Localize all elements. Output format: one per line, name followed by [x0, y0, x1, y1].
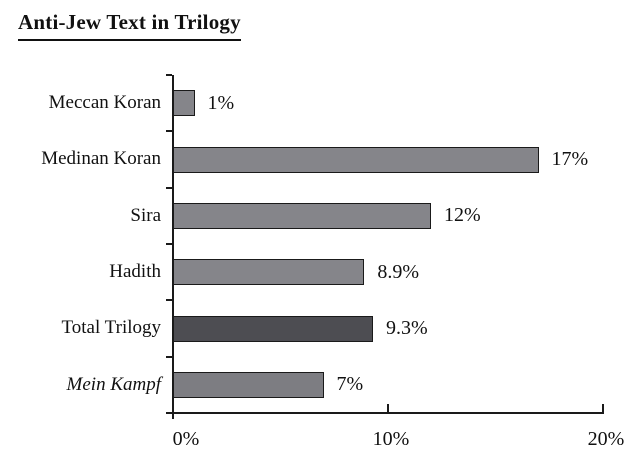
y-axis-line [172, 75, 174, 419]
bar [173, 259, 365, 286]
bar [173, 371, 324, 398]
x-axis-tick-label: 20% [587, 428, 625, 450]
bar [173, 202, 431, 229]
category-label: Sira [130, 204, 161, 226]
category-label: Mein Kampf [66, 373, 161, 395]
category-label: Meccan Koran [48, 92, 161, 114]
value-label: 12% [444, 204, 481, 227]
bar [173, 146, 539, 173]
x-axis-line [166, 412, 604, 414]
bar [173, 90, 195, 117]
category-label: Medinan Koran [41, 148, 161, 170]
value-label: 1% [207, 91, 235, 114]
y-axis-tick [166, 186, 172, 189]
value-label: 9.3% [385, 317, 428, 339]
x-axis-tick-label: 10% [372, 428, 410, 450]
y-axis-tick [166, 355, 172, 358]
y-axis-tick [166, 74, 172, 76]
category-label: Total Trilogy [61, 317, 162, 339]
value-label: 7% [336, 373, 364, 396]
value-label: 17% [551, 148, 589, 170]
x-axis-tick [387, 404, 389, 412]
value-label: 8.9% [377, 260, 420, 283]
x-axis-tick-label: 0% [172, 428, 200, 450]
y-axis-tick [166, 243, 172, 245]
bar [173, 315, 373, 342]
y-axis-tick [166, 299, 172, 302]
x-axis-tick [602, 404, 604, 412]
chart-title: Anti-Jew Text in Trilogy [18, 10, 241, 41]
y-axis-tick [166, 130, 172, 133]
category-label: Hadith [109, 261, 161, 283]
